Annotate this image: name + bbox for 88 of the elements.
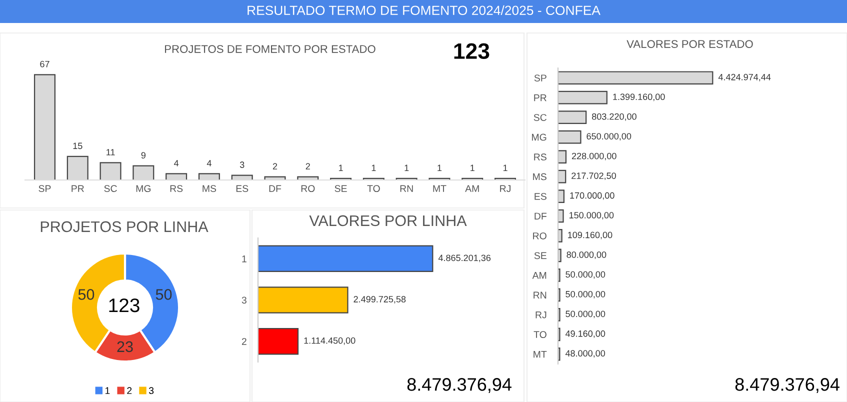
data-label: 50 <box>156 289 172 300</box>
chart-title: PROJETOS DE FOMENTO POR ESTADO <box>165 45 376 53</box>
data-label: 1 <box>404 164 409 171</box>
y-tick-label: SE <box>534 252 546 260</box>
bar <box>558 209 564 223</box>
y-tick-label: TO <box>534 331 546 338</box>
bar <box>558 90 608 104</box>
data-label: 803.220,00 <box>592 113 636 121</box>
data-label: 15 <box>73 142 82 150</box>
y-tick-label: RJ <box>536 312 546 318</box>
bar <box>558 170 566 184</box>
data-label: 1.114.450,00 <box>304 337 356 345</box>
text: 8.479.376,94 <box>407 378 512 393</box>
data-label: 49.160,00 <box>565 330 606 338</box>
data-label: 109.160,00 <box>568 232 612 240</box>
data-label: 50.000,00 <box>566 290 606 298</box>
y-tick-label: ES <box>534 193 546 200</box>
x-tick-label: RJ <box>500 185 510 192</box>
legend-label: 2 <box>127 387 132 394</box>
text: 123 <box>454 43 490 59</box>
y-tick-label: SP <box>534 74 546 82</box>
data-label: 1.399.160,00 <box>613 94 665 102</box>
data-label: 80.000,00 <box>566 251 606 259</box>
data-label: 2 <box>272 163 278 170</box>
data-label: 4.865.201,36 <box>438 254 491 262</box>
y-tick-label: MT <box>534 350 547 358</box>
text: RESULTADO TERMO DE FOMENTO 2024/2025 - CONFEA <box>248 5 600 16</box>
bar <box>558 71 714 85</box>
data-label: 228.000,00 <box>572 152 616 160</box>
data-label: 650.000,00 <box>586 133 632 141</box>
y-tick-label: 1 <box>242 256 246 262</box>
bar <box>558 150 567 164</box>
y-tick-label: RO <box>533 232 546 240</box>
legend-label: 1 <box>105 387 110 394</box>
data-label: 2 <box>306 163 310 170</box>
x-tick-label: TO <box>367 185 380 192</box>
data-label: 23 <box>117 341 133 352</box>
data-label: 50.000,00 <box>566 310 606 318</box>
data-label: 1 <box>503 164 508 171</box>
data-label: 1 <box>338 164 343 171</box>
data-label: 50 <box>78 289 94 300</box>
data-label: 48.000,00 <box>565 350 606 358</box>
x-tick-label: SC <box>104 185 117 192</box>
bar <box>558 110 587 124</box>
chart-title: VALORES POR LINHA <box>309 215 467 226</box>
y-tick-label: MG <box>532 134 546 141</box>
x-tick-label: RO <box>301 185 315 192</box>
y-tick-label: RN <box>534 292 546 298</box>
data-label: 1 <box>470 164 474 171</box>
data-label: 4 <box>174 160 179 166</box>
x-tick-label: MS <box>202 185 216 192</box>
x-tick-label: AM <box>465 185 479 192</box>
bar <box>558 130 582 144</box>
data-label: 4.424.974,44 <box>718 74 771 82</box>
y-tick-label: DF <box>534 212 546 220</box>
data-label: 9 <box>141 152 146 159</box>
bar <box>558 229 562 242</box>
data-label: 1 <box>372 164 376 171</box>
x-tick-label: RN <box>400 185 413 192</box>
y-tick-label: SC <box>534 114 547 121</box>
x-tick-label: MT <box>433 185 446 192</box>
chart-title: VALORES POR ESTADO <box>626 40 753 48</box>
data-label: 1 <box>438 164 442 171</box>
x-tick-label: RS <box>170 185 183 192</box>
y-tick-label: RS <box>534 154 546 160</box>
y-tick-label: AM <box>532 272 546 279</box>
x-tick-label: SP <box>38 185 51 192</box>
y-tick-label: MS <box>533 173 546 180</box>
x-tick-label: MG <box>136 185 151 192</box>
y-tick-label: 2 <box>242 338 246 345</box>
text: 8.479.376,94 <box>735 378 840 393</box>
chart-title: PROJETOS POR LINHA <box>40 221 208 232</box>
x-tick-label: SE <box>334 185 347 192</box>
data-label: 4 <box>206 160 212 166</box>
x-tick-label: DF <box>269 185 282 192</box>
data-label: 50.000,00 <box>566 271 606 279</box>
data-label: 11 <box>106 149 115 156</box>
y-tick-label: PR <box>534 94 546 102</box>
data-label: 2.499.725,58 <box>354 296 406 304</box>
y-tick-label: 3 <box>242 296 246 304</box>
data-label: 67 <box>40 60 50 68</box>
bar <box>558 190 564 203</box>
x-tick-label: PR <box>72 185 84 192</box>
legend-label: 3 <box>148 387 154 394</box>
text: 123 <box>109 298 140 312</box>
data-label: 150.000,00 <box>569 212 614 220</box>
data-label: 170.000,00 <box>570 192 614 200</box>
data-label: 217.702,50 <box>572 172 616 180</box>
